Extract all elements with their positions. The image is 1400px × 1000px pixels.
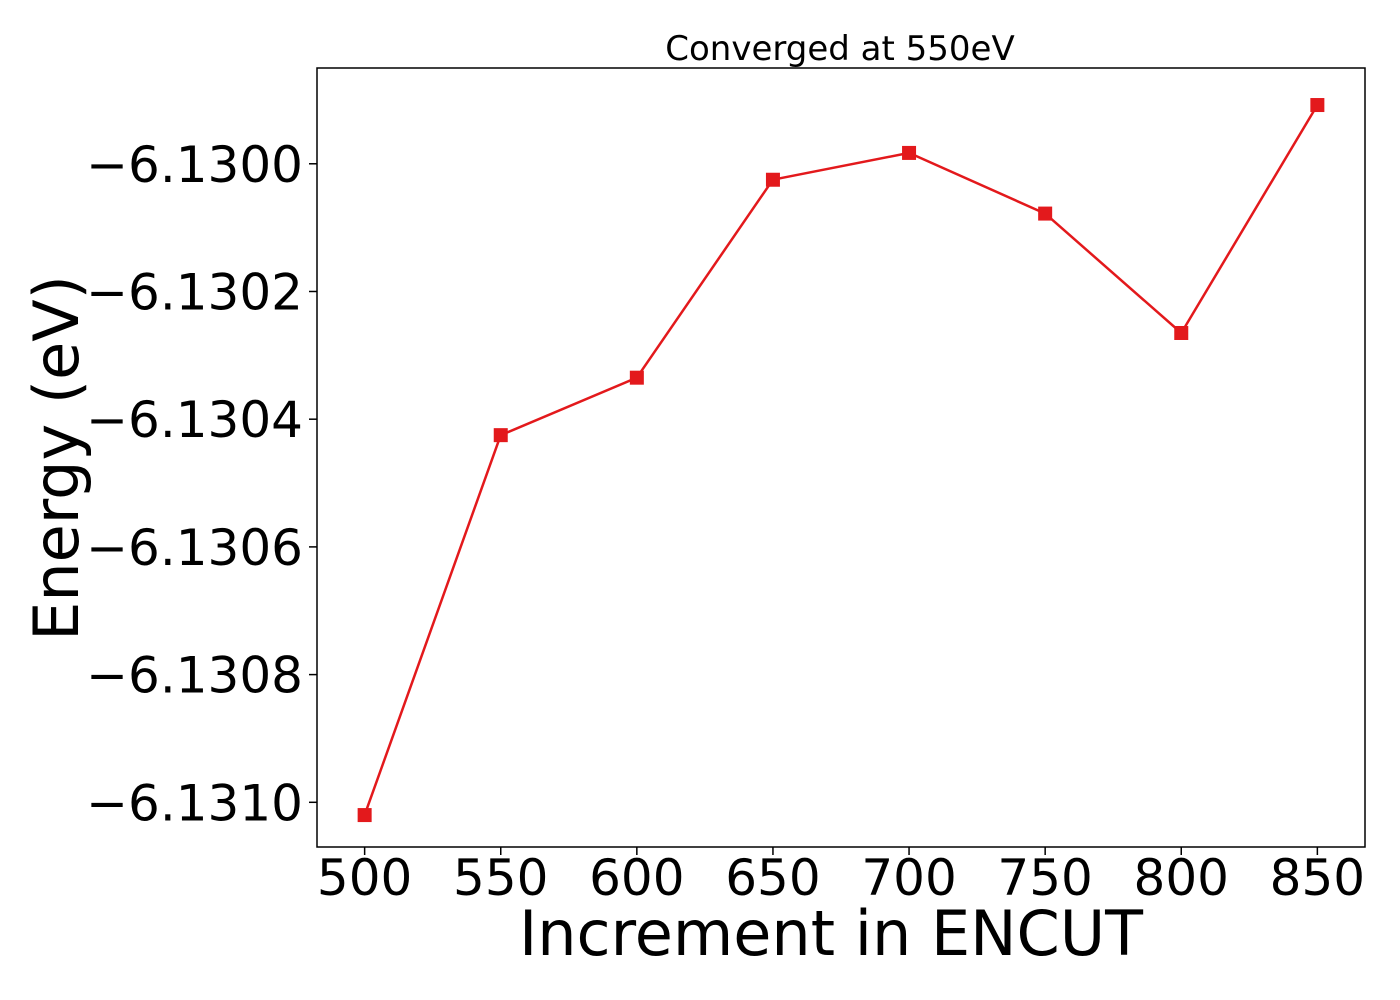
series-line (363, 104, 1319, 816)
plot-area-frame (316, 67, 1366, 848)
x-tick-label: 650 (725, 849, 820, 907)
x-tick-label: 850 (1270, 849, 1365, 907)
data-point-marker (1310, 98, 1325, 113)
data-point-marker (902, 145, 917, 160)
y-tick-label: −6.1300 (86, 136, 303, 194)
x-tick-label: 500 (317, 849, 412, 907)
x-axis-label: Increment in ENCUT (519, 897, 1144, 970)
y-axis: −6.1310 −6.1308 −6.1306 −6.1304 −6.1302 −6.13… (86, 136, 317, 832)
x-tick-label: 750 (997, 849, 1092, 907)
data-point-marker (493, 428, 508, 443)
y-tick-label: −6.1302 (86, 263, 303, 321)
data-point-marker (1174, 325, 1189, 340)
y-tick-label: −6.1306 (86, 519, 303, 577)
data-point-marker (1038, 206, 1053, 221)
y-tick-label: −6.1308 (86, 647, 303, 705)
y-axis-label: Energy (eV) (20, 275, 93, 641)
x-axis: 500 550 600 650 700 750 800 850 (317, 847, 1365, 907)
x-tick-label: 800 (1134, 849, 1229, 907)
series-layer (357, 98, 1325, 823)
y-tick-label: −6.1304 (86, 391, 303, 449)
x-tick-label: 550 (453, 849, 548, 907)
data-point-marker (629, 370, 644, 385)
chart-title: Converged at 550eV (665, 29, 1014, 69)
x-tick-label: 600 (589, 849, 684, 907)
x-tick-label: 700 (861, 849, 956, 907)
data-point-marker (765, 172, 780, 187)
data-point-marker (357, 808, 372, 823)
y-tick-label: −6.1310 (86, 774, 303, 832)
